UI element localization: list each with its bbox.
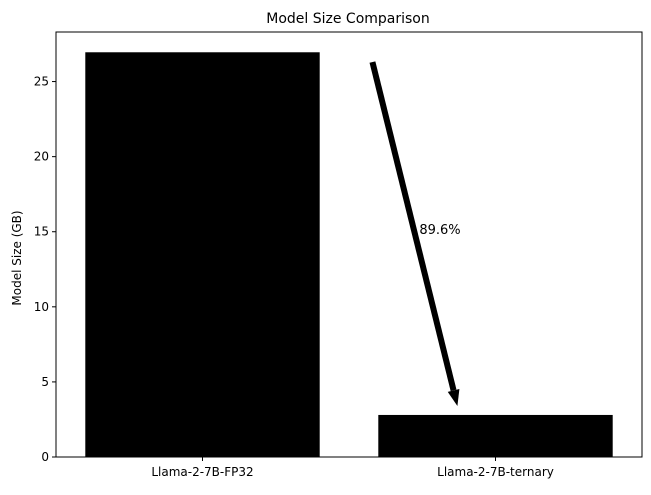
plot-frame bbox=[55, 31, 643, 458]
annotation-arrow-shaft bbox=[369, 61, 457, 392]
bar-llama-2-7b-fp32 bbox=[85, 52, 320, 457]
y-tick-label: 5 bbox=[41, 375, 49, 389]
y-tick-label: 0 bbox=[41, 450, 49, 464]
x-tick-label: Llama-2-7B-FP32 bbox=[151, 465, 253, 479]
annotation-arrow-head bbox=[447, 388, 460, 406]
y-tick-label: 15 bbox=[34, 225, 49, 239]
x-tick-label: Llama-2-7B-ternary bbox=[437, 465, 554, 479]
y-tick-label: 20 bbox=[34, 150, 49, 164]
y-tick-label: 10 bbox=[34, 300, 49, 314]
annotation-label: 89.6% bbox=[419, 223, 460, 238]
y-tick-label: 25 bbox=[34, 75, 49, 89]
chart-title: Model Size Comparison bbox=[266, 11, 430, 27]
y-axis-label: Model Size (GB) bbox=[10, 210, 24, 305]
bar-llama-2-7b-ternary bbox=[378, 414, 613, 457]
plot-area: 0 5 10 15 20 25 Llama-2-7B-FP32 Llama-2-7B-tern… bbox=[34, 31, 643, 479]
